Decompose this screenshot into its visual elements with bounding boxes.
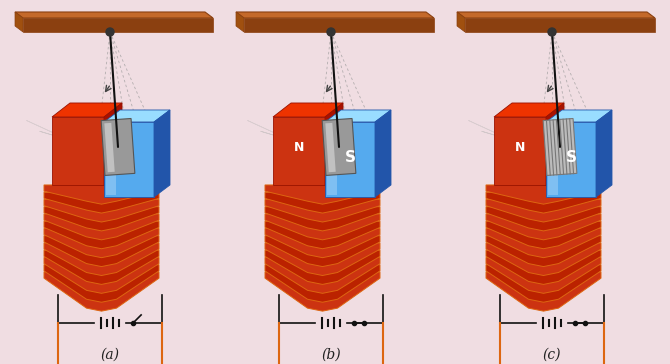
Polygon shape <box>596 110 612 197</box>
Text: S: S <box>344 150 356 166</box>
Polygon shape <box>486 185 601 204</box>
Polygon shape <box>265 229 380 258</box>
Polygon shape <box>44 199 159 222</box>
Polygon shape <box>265 199 380 222</box>
Polygon shape <box>496 140 574 152</box>
Circle shape <box>327 28 335 36</box>
Polygon shape <box>482 131 556 154</box>
Polygon shape <box>154 110 170 197</box>
Polygon shape <box>468 120 539 153</box>
Text: (a): (a) <box>100 348 119 362</box>
Bar <box>52 117 104 185</box>
Bar <box>106 124 116 195</box>
Polygon shape <box>54 140 131 152</box>
Polygon shape <box>244 18 434 32</box>
Bar <box>546 122 596 197</box>
Bar <box>548 124 558 195</box>
Polygon shape <box>326 123 336 172</box>
Polygon shape <box>265 221 380 249</box>
Polygon shape <box>546 110 612 122</box>
Polygon shape <box>325 103 343 185</box>
Bar <box>273 117 325 185</box>
Polygon shape <box>486 192 601 213</box>
Polygon shape <box>236 12 434 18</box>
Polygon shape <box>44 185 159 204</box>
Text: N: N <box>294 141 304 154</box>
Polygon shape <box>486 199 601 222</box>
Polygon shape <box>265 192 380 213</box>
Polygon shape <box>265 250 380 284</box>
Polygon shape <box>15 12 213 18</box>
Polygon shape <box>101 119 135 175</box>
Polygon shape <box>44 250 159 284</box>
Polygon shape <box>52 103 122 117</box>
Polygon shape <box>265 185 380 204</box>
Bar <box>494 117 546 185</box>
Polygon shape <box>265 257 380 293</box>
Polygon shape <box>44 229 159 258</box>
Polygon shape <box>486 207 601 231</box>
Polygon shape <box>104 103 122 185</box>
Polygon shape <box>105 123 115 172</box>
Text: N: N <box>515 141 525 154</box>
Polygon shape <box>265 207 380 231</box>
Polygon shape <box>457 12 655 18</box>
Polygon shape <box>486 265 601 302</box>
Polygon shape <box>486 236 601 266</box>
Polygon shape <box>44 272 159 311</box>
Polygon shape <box>265 214 380 240</box>
Polygon shape <box>15 12 23 32</box>
Text: S: S <box>565 150 576 166</box>
Polygon shape <box>273 103 343 117</box>
Polygon shape <box>494 103 564 117</box>
Circle shape <box>548 28 556 36</box>
Polygon shape <box>265 265 380 302</box>
Polygon shape <box>375 110 391 197</box>
Polygon shape <box>457 12 465 32</box>
Polygon shape <box>265 272 380 311</box>
Polygon shape <box>486 272 601 311</box>
Text: (b): (b) <box>321 348 341 362</box>
Text: (c): (c) <box>543 348 561 362</box>
Polygon shape <box>44 192 159 213</box>
Polygon shape <box>44 221 159 249</box>
Polygon shape <box>265 243 380 276</box>
Polygon shape <box>325 110 391 122</box>
Polygon shape <box>546 103 564 185</box>
Bar <box>325 122 375 197</box>
Polygon shape <box>322 119 356 175</box>
Bar <box>104 122 154 197</box>
Polygon shape <box>104 110 170 122</box>
Polygon shape <box>543 119 577 175</box>
Polygon shape <box>486 221 601 249</box>
Polygon shape <box>486 229 601 258</box>
Polygon shape <box>261 131 336 154</box>
Polygon shape <box>275 140 352 152</box>
Polygon shape <box>265 236 380 266</box>
Polygon shape <box>486 214 601 240</box>
Polygon shape <box>44 214 159 240</box>
Polygon shape <box>40 131 115 154</box>
Polygon shape <box>44 265 159 302</box>
Polygon shape <box>44 243 159 276</box>
Polygon shape <box>44 207 159 231</box>
Polygon shape <box>486 250 601 284</box>
Polygon shape <box>44 257 159 293</box>
Polygon shape <box>23 18 213 32</box>
Polygon shape <box>465 18 655 32</box>
Polygon shape <box>26 120 97 153</box>
Polygon shape <box>236 12 244 32</box>
Polygon shape <box>44 236 159 266</box>
Polygon shape <box>247 120 318 153</box>
Circle shape <box>106 28 114 36</box>
Polygon shape <box>486 257 601 293</box>
Bar <box>327 124 337 195</box>
Polygon shape <box>486 243 601 276</box>
